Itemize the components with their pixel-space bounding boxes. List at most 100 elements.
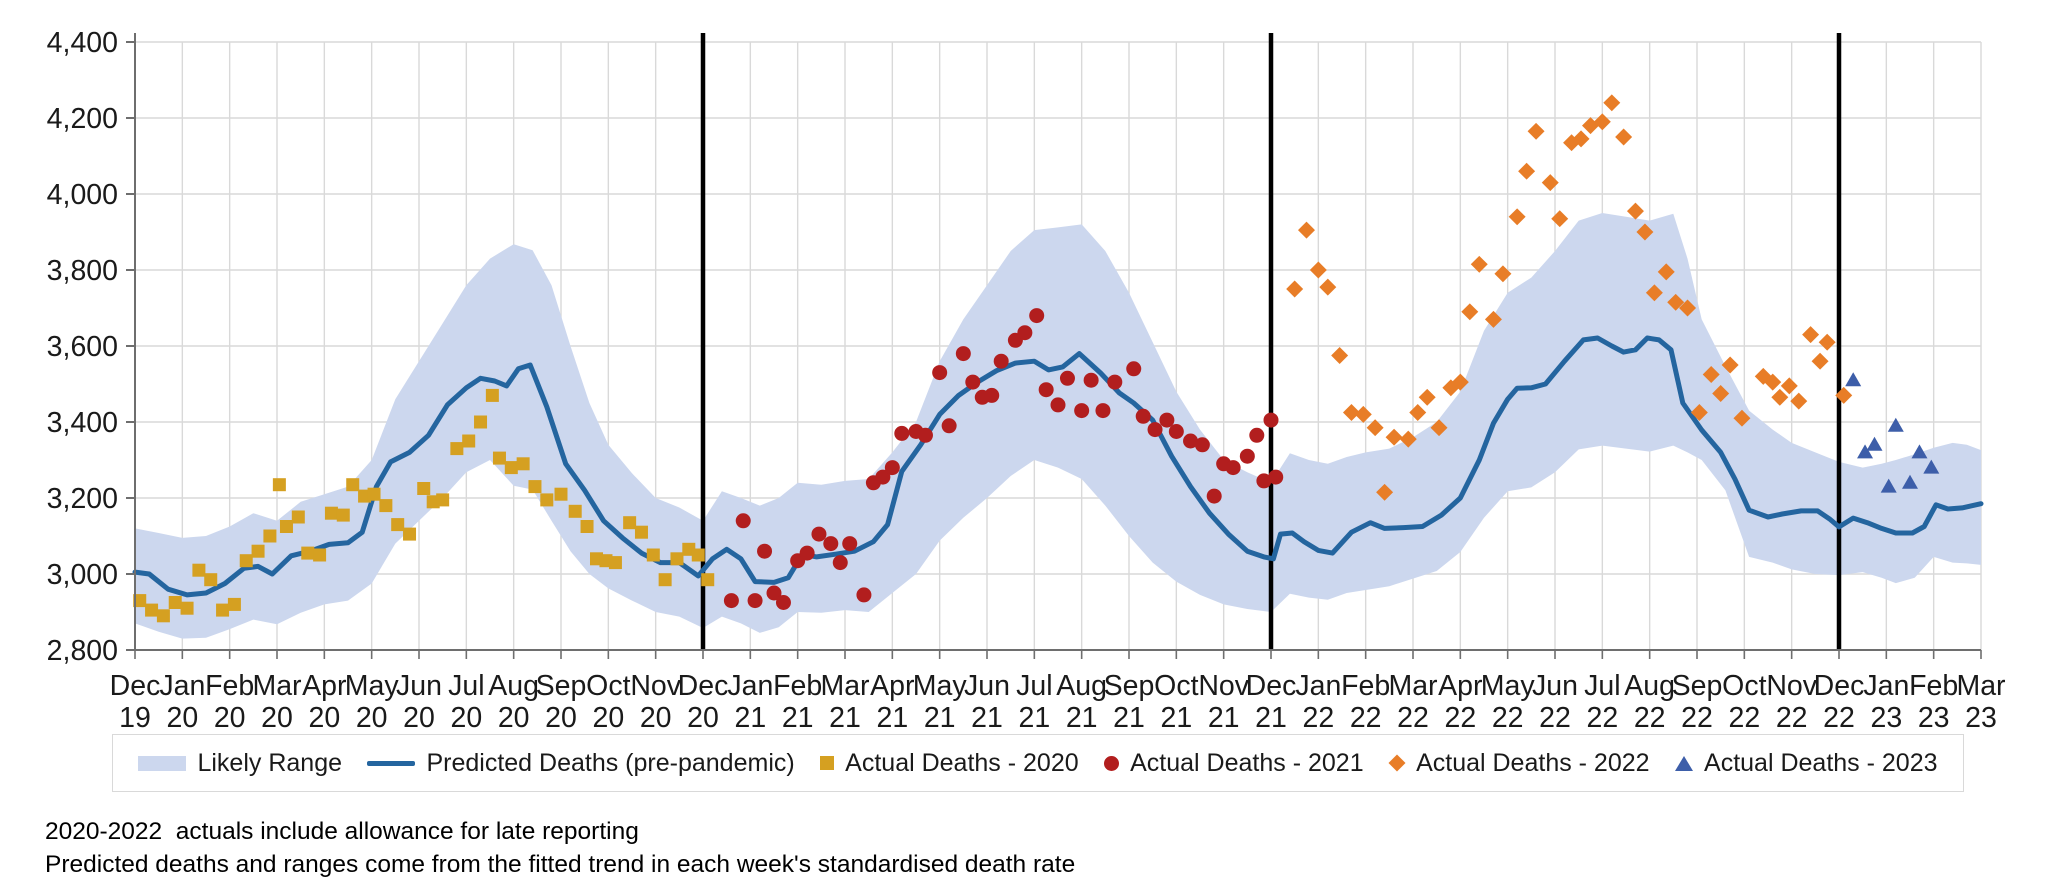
svg-text:4,200: 4,200 [47,103,118,135]
footnote-late-reporting: 2020-2022 actuals include allowance for … [45,818,639,845]
square-marker-icon [820,756,835,770]
svg-text:Mar: Mar [1956,670,2006,702]
circle-marker-icon [1104,755,1120,771]
svg-text:Feb: Feb [1909,670,1958,702]
y-axis-labels: 2,800 3,000 3,200 3,400 3,600 3,800 4,000 4,200… [47,27,135,667]
svg-text:Apr: Apr [1438,670,1483,702]
svg-text:20: 20 [498,702,530,732]
svg-text:3,000: 3,000 [47,559,118,591]
svg-text:May: May [345,670,400,702]
predicted-line-icon [367,760,416,766]
svg-text:Jun: Jun [396,670,442,702]
svg-text:Aug: Aug [488,670,539,702]
svg-text:21: 21 [1255,702,1287,732]
svg-text:Mar: Mar [1388,670,1438,702]
svg-text:22: 22 [1776,702,1808,732]
svg-text:Jun: Jun [1532,670,1578,702]
svg-text:Sep: Sep [1672,670,1723,702]
svg-text:Aug: Aug [1056,670,1107,702]
legend-item-actual-2021: Actual Deaths - 2021 [1104,749,1364,778]
legend-item-actual-2020: Actual Deaths - 2020 [820,748,1079,778]
legend-label: Actual Deaths - 2022 [1416,748,1650,777]
svg-text:3,600: 3,600 [47,331,118,363]
svg-text:2,800: 2,800 [47,635,118,667]
excess-deaths-chart: 2,800 3,000 3,200 3,400 3,600 3,800 4,000 4,200… [47,27,2006,732]
svg-text:Oct: Oct [1722,670,1766,702]
svg-text:20: 20 [261,702,293,732]
svg-text:22: 22 [1444,702,1476,732]
svg-text:Feb: Feb [773,670,822,702]
svg-text:Mar: Mar [820,670,870,702]
svg-text:20: 20 [687,702,719,732]
chart-legend: Likely Range Predicted Deaths (pre-pande… [112,734,1964,792]
svg-text:Apr: Apr [302,670,347,702]
legend-item-predicted-deaths: Predicted Deaths (pre-pandemic) [367,748,795,778]
svg-text:Dec: Dec [1814,670,1865,702]
svg-text:Nov: Nov [1198,670,1249,702]
svg-text:4,000: 4,000 [47,179,118,211]
svg-text:19: 19 [119,702,151,732]
legend-label: Actual Deaths - 2023 [1704,748,1938,777]
svg-text:22: 22 [1302,702,1334,732]
diamond-marker-icon [1388,754,1406,772]
svg-text:22: 22 [1397,702,1429,732]
svg-text:Jul: Jul [1016,670,1052,702]
legend-label: Actual Deaths - 2020 [845,748,1079,777]
legend-item-actual-2022: Actual Deaths - 2022 [1388,748,1650,778]
svg-text:22: 22 [1634,702,1666,732]
svg-text:Sep: Sep [536,670,587,702]
svg-text:Mar: Mar [252,670,302,702]
svg-text:20: 20 [450,702,482,732]
svg-text:Dec: Dec [678,670,729,702]
x-axis-labels: Dec19Jan20Feb20Mar20Apr20May20Jun20Jul20… [110,650,2006,732]
axes [134,33,1981,651]
svg-text:20: 20 [166,702,198,732]
svg-text:22: 22 [1728,702,1760,732]
legend-item-actual-2023: Actual Deaths - 2023 [1675,748,1938,778]
svg-text:3,200: 3,200 [47,483,118,515]
svg-text:22: 22 [1681,702,1713,732]
svg-text:Apr: Apr [870,670,915,702]
svg-text:21: 21 [1160,702,1192,732]
legend-item-likely-range: Likely Range [138,749,342,778]
svg-text:Jan: Jan [1295,670,1341,702]
svg-text:Dec: Dec [110,670,161,702]
svg-text:23: 23 [1918,702,1950,732]
svg-text:Jul: Jul [1584,670,1620,702]
svg-text:Jan: Jan [1863,670,1909,702]
svg-text:21: 21 [1208,702,1240,732]
svg-text:Aug: Aug [1624,670,1675,702]
svg-text:21: 21 [1113,702,1145,732]
svg-text:20: 20 [214,702,246,732]
svg-text:Jun: Jun [964,670,1010,702]
svg-text:3,400: 3,400 [47,407,118,439]
svg-text:Oct: Oct [1154,670,1198,702]
series-actual-deaths-2021 [723,308,1284,610]
svg-text:3,800: 3,800 [47,255,118,287]
svg-text:20: 20 [308,702,340,732]
svg-text:23: 23 [1965,702,1997,732]
svg-text:Oct: Oct [586,670,630,702]
svg-text:Jul: Jul [448,670,484,702]
svg-text:21: 21 [1066,702,1098,732]
svg-text:20: 20 [403,702,435,732]
svg-text:21: 21 [829,702,861,732]
svg-text:Feb: Feb [1341,670,1390,702]
svg-text:May: May [1481,670,1536,702]
svg-text:21: 21 [1018,702,1050,732]
svg-text:Nov: Nov [630,670,681,702]
legend-label: Predicted Deaths (pre-pandemic) [426,748,795,777]
svg-text:4,400: 4,400 [47,27,118,59]
likely-range-swatch-icon [138,755,187,771]
svg-text:20: 20 [592,702,624,732]
svg-text:21: 21 [876,702,908,732]
chart-footnotes: 2020-2022 actuals include allowance for … [45,816,2048,881]
svg-text:Feb: Feb [205,670,254,702]
svg-text:22: 22 [1492,702,1524,732]
svg-text:21: 21 [924,702,956,732]
svg-text:20: 20 [640,702,672,732]
svg-text:22: 22 [1823,702,1855,732]
svg-text:May: May [913,670,968,702]
footnote-fitted-trend: Predicted deaths and ranges come from th… [45,850,1076,878]
svg-text:20: 20 [356,702,388,732]
